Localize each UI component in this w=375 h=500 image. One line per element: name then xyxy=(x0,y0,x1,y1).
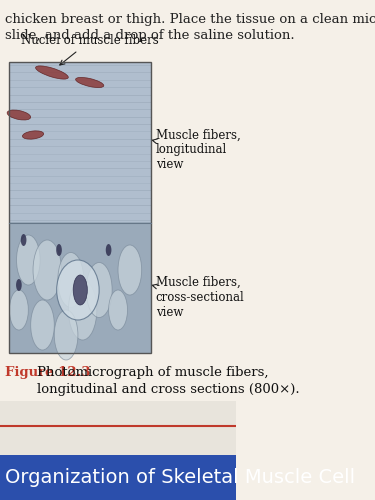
Text: Nuclei of muscle fibers: Nuclei of muscle fibers xyxy=(21,34,159,65)
Text: Photomicrograph of muscle fibers,
longitudinal and cross sections (800×).: Photomicrograph of muscle fibers, longit… xyxy=(37,366,299,396)
Ellipse shape xyxy=(57,260,99,320)
Text: chicken breast or thigh. Place the tissue on a clean microscope
slide, and add a: chicken breast or thigh. Place the tissu… xyxy=(5,12,375,42)
Text: Muscle fibers,
cross-sectional
view: Muscle fibers, cross-sectional view xyxy=(152,276,244,319)
Ellipse shape xyxy=(73,275,87,305)
Circle shape xyxy=(33,240,62,300)
Bar xyxy=(0,401,236,475)
Bar xyxy=(0,455,236,500)
Circle shape xyxy=(118,245,142,295)
Bar xyxy=(9,222,151,352)
Ellipse shape xyxy=(22,131,44,139)
Bar xyxy=(9,62,151,222)
Circle shape xyxy=(69,280,97,340)
Bar xyxy=(9,62,151,352)
Text: Organization of Skeletal Muscle Cell: Organization of Skeletal Muscle Cell xyxy=(5,468,355,487)
Text: Muscle fibers,
longitudinal
view: Muscle fibers, longitudinal view xyxy=(152,128,240,172)
Circle shape xyxy=(58,252,84,308)
Circle shape xyxy=(21,234,27,246)
Circle shape xyxy=(16,279,22,291)
Circle shape xyxy=(16,235,40,285)
Circle shape xyxy=(56,244,62,256)
Ellipse shape xyxy=(7,110,31,120)
Circle shape xyxy=(9,290,28,330)
Circle shape xyxy=(86,262,112,318)
Text: Figure 12.3: Figure 12.3 xyxy=(5,366,90,379)
Ellipse shape xyxy=(76,78,104,88)
Circle shape xyxy=(109,290,128,330)
Circle shape xyxy=(54,310,78,360)
Circle shape xyxy=(106,244,111,256)
Circle shape xyxy=(31,300,54,350)
Ellipse shape xyxy=(36,66,68,79)
